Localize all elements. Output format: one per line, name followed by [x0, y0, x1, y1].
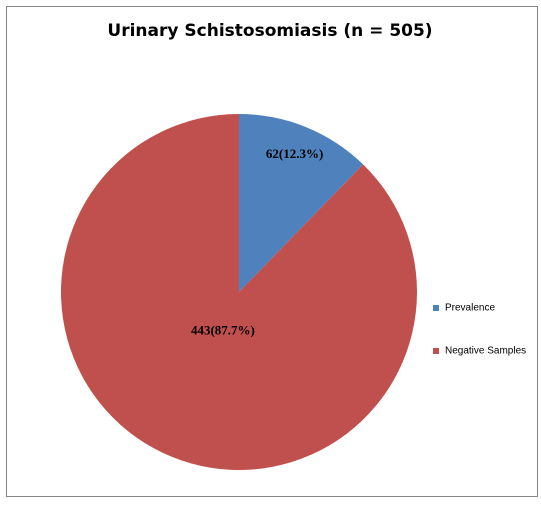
pie-slice	[61, 114, 417, 470]
legend-label: Prevalence	[445, 303, 495, 314]
chart-title: Urinary Schistosomiasis (n = 505)	[107, 21, 432, 41]
pie-slice	[239, 114, 364, 292]
legend-label: Negative Samples	[445, 346, 526, 357]
legend-swatch	[433, 348, 439, 354]
legend-swatch	[433, 305, 439, 311]
data-label: 443(87.7%)	[191, 323, 255, 338]
data-label: 62(12.3%)	[266, 146, 323, 161]
